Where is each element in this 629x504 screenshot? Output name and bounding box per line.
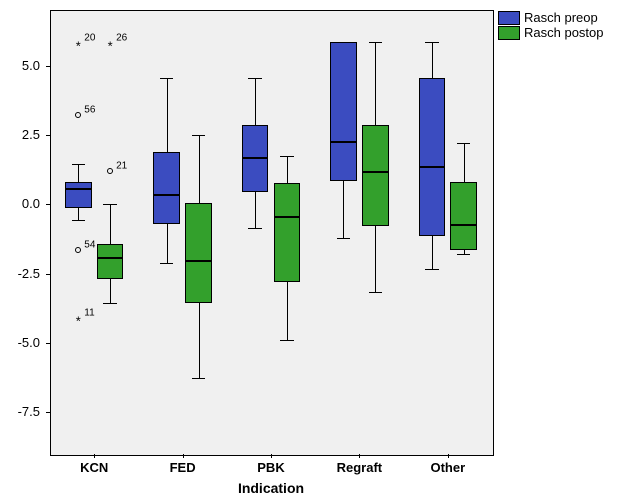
box xyxy=(65,182,92,208)
whisker xyxy=(255,78,256,125)
whisker xyxy=(375,226,376,291)
y-tick-label: 5.0 xyxy=(0,58,40,73)
whisker-cap xyxy=(369,292,382,293)
whisker xyxy=(432,236,433,269)
whisker xyxy=(464,143,465,182)
whisker-cap xyxy=(369,42,382,43)
median-line xyxy=(65,188,92,190)
whisker-cap xyxy=(192,135,205,136)
chart-container: -7.5 -5.0 -2.5 0.0 2.5 5.0 KCNFEDPBKRegraftOt… xyxy=(0,0,629,504)
whisker-cap xyxy=(72,164,85,165)
whisker xyxy=(343,181,344,238)
outlier-star: * xyxy=(76,40,81,53)
whisker xyxy=(287,156,288,184)
box xyxy=(419,78,446,236)
box xyxy=(97,244,124,279)
median-line xyxy=(419,166,446,168)
whisker xyxy=(199,303,200,378)
outlier-circle xyxy=(107,168,113,174)
whisker-cap xyxy=(248,78,261,79)
outlier-star: * xyxy=(76,315,81,328)
whisker-cap xyxy=(457,254,470,255)
outlier-star: * xyxy=(108,40,113,53)
whisker-cap xyxy=(72,220,85,221)
box xyxy=(330,42,357,181)
median-line xyxy=(450,224,477,226)
whisker xyxy=(199,135,200,203)
y-tick-label: -7.5 xyxy=(0,404,40,419)
x-tick-label: FED xyxy=(138,460,226,475)
whisker-cap xyxy=(103,204,116,205)
x-tick-label: KCN xyxy=(50,460,138,475)
box xyxy=(450,182,477,250)
whisker xyxy=(255,192,256,228)
whisker-cap xyxy=(425,42,438,43)
y-tick-label: 0.0 xyxy=(0,196,40,211)
whisker xyxy=(375,42,376,125)
legend-label: Rasch postop xyxy=(524,25,604,40)
whisker-cap xyxy=(457,143,470,144)
median-line xyxy=(153,194,180,196)
whisker-cap xyxy=(248,228,261,229)
whisker-cap xyxy=(160,78,173,79)
median-line xyxy=(274,216,301,218)
whisker-cap xyxy=(280,340,293,341)
whisker xyxy=(167,78,168,152)
outlier-circle xyxy=(75,247,81,253)
x-axis-label: Indication xyxy=(50,480,492,496)
whisker-cap xyxy=(280,156,293,157)
outlier-label: 26 xyxy=(116,33,127,44)
whisker xyxy=(110,279,111,303)
whisker xyxy=(78,164,79,182)
outlier-label: 20 xyxy=(84,33,95,44)
whisker xyxy=(110,204,111,244)
median-line xyxy=(362,171,389,173)
x-tick-label: PBK xyxy=(227,460,315,475)
whisker xyxy=(78,208,79,219)
whisker-cap xyxy=(425,269,438,270)
y-tick-label: -5.0 xyxy=(0,335,40,350)
whisker xyxy=(287,282,288,340)
outlier-circle xyxy=(75,112,81,118)
median-line xyxy=(242,157,269,159)
whisker-cap xyxy=(192,378,205,379)
y-tick-label: 2.5 xyxy=(0,127,40,142)
whisker-cap xyxy=(337,238,350,239)
whisker xyxy=(167,224,168,263)
outlier-label: 11 xyxy=(84,308,94,319)
median-line xyxy=(97,257,124,259)
legend-label: Rasch preop xyxy=(524,10,598,25)
outlier-label: 56 xyxy=(84,105,95,116)
legend-swatch xyxy=(498,11,520,25)
x-tick-label: Regraft xyxy=(315,460,403,475)
box xyxy=(153,152,180,224)
legend-item: Rasch postop xyxy=(498,25,604,40)
whisker xyxy=(432,42,433,78)
whisker-cap xyxy=(103,303,116,304)
legend: Rasch preopRasch postop xyxy=(498,10,604,40)
box xyxy=(185,203,212,303)
median-line xyxy=(330,141,357,143)
whisker-cap xyxy=(160,263,173,264)
legend-swatch xyxy=(498,26,520,40)
outlier-label: 54 xyxy=(84,240,95,251)
legend-item: Rasch preop xyxy=(498,10,604,25)
outlier-label: 21 xyxy=(116,160,127,171)
median-line xyxy=(185,260,212,262)
box xyxy=(274,183,301,282)
y-tick-label: -2.5 xyxy=(0,266,40,281)
box xyxy=(362,125,389,226)
x-tick-label: Other xyxy=(404,460,492,475)
